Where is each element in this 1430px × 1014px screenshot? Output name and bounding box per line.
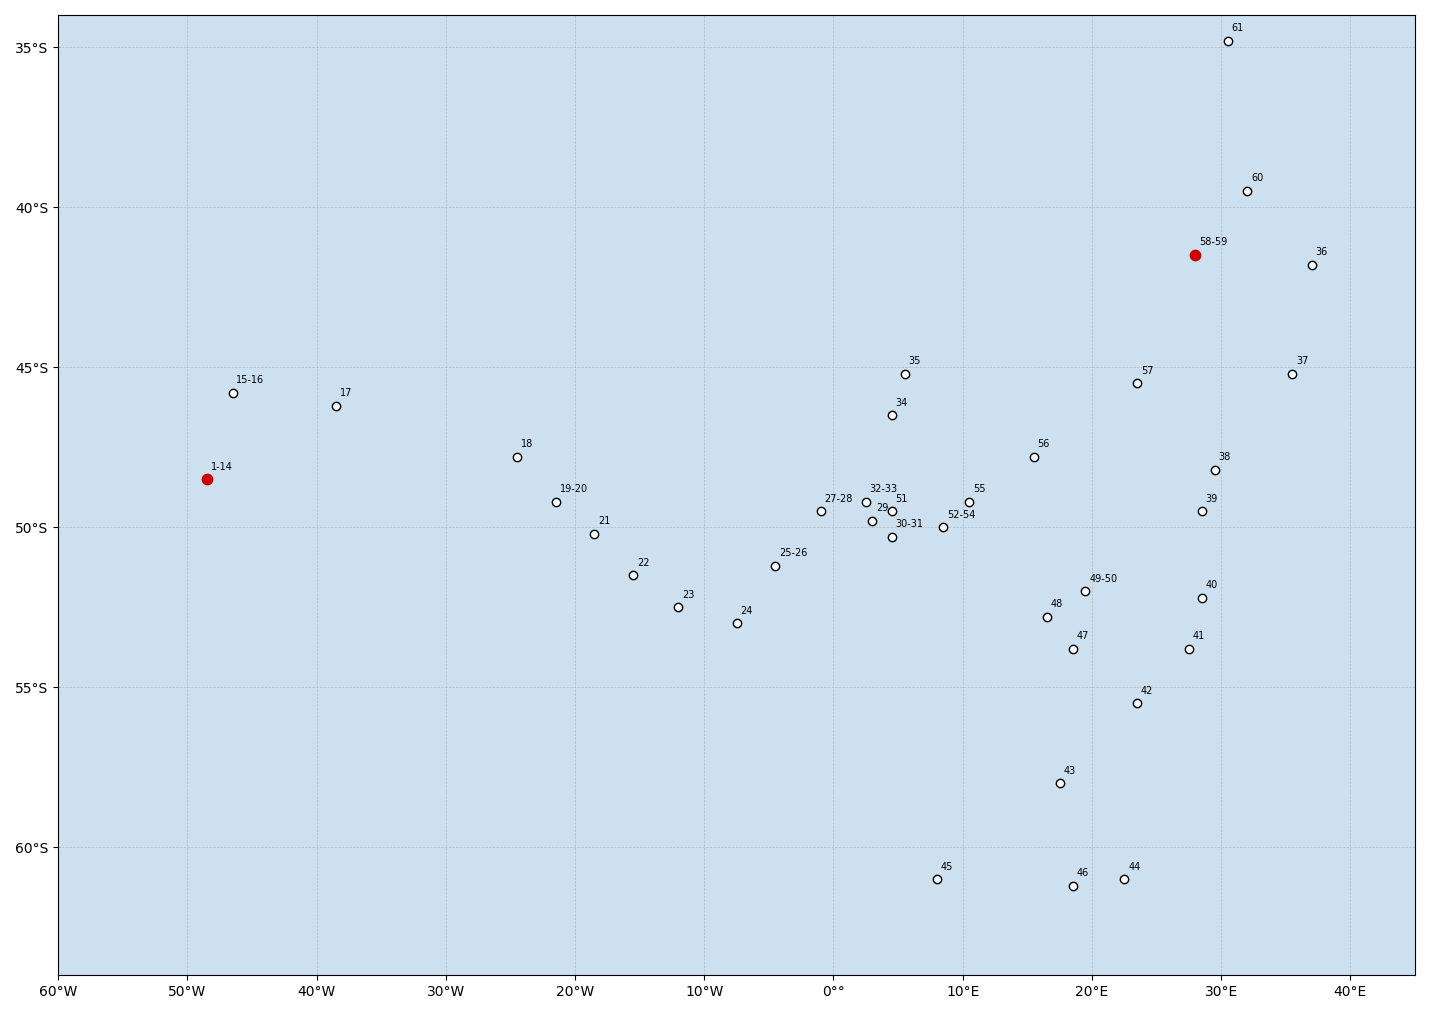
Text: 37: 37 (1296, 356, 1308, 366)
Text: 36: 36 (1316, 247, 1327, 258)
Text: 24: 24 (741, 605, 752, 615)
Text: 29: 29 (877, 503, 888, 513)
Text: 40: 40 (1205, 580, 1218, 590)
Text: 18: 18 (521, 439, 533, 449)
Text: 15-16: 15-16 (236, 375, 265, 385)
Text: 17: 17 (340, 388, 352, 397)
Text: 21: 21 (598, 516, 611, 526)
Text: 19-20: 19-20 (559, 484, 588, 494)
Text: 1-14: 1-14 (210, 461, 233, 472)
Text: 57: 57 (1141, 365, 1154, 375)
Text: 43: 43 (1064, 766, 1075, 776)
Text: 46: 46 (1077, 868, 1088, 878)
Text: 51: 51 (895, 494, 908, 504)
Text: 23: 23 (682, 589, 695, 599)
Text: 39: 39 (1205, 494, 1218, 504)
Text: 32-33: 32-33 (869, 484, 898, 494)
Text: 34: 34 (895, 397, 908, 408)
Text: 52-54: 52-54 (947, 510, 975, 519)
Text: 30-31: 30-31 (895, 519, 924, 529)
Text: 44: 44 (1128, 862, 1140, 872)
Text: 25-26: 25-26 (779, 548, 808, 558)
Text: 22: 22 (636, 558, 649, 568)
Text: 27-28: 27-28 (825, 494, 852, 504)
Text: 49-50: 49-50 (1090, 574, 1117, 584)
Text: 60: 60 (1251, 173, 1263, 184)
Text: 42: 42 (1141, 685, 1154, 696)
Text: 47: 47 (1077, 631, 1088, 641)
Text: 56: 56 (1038, 439, 1050, 449)
Text: 61: 61 (1231, 23, 1244, 33)
Text: 38: 38 (1218, 452, 1231, 462)
Text: 48: 48 (1051, 599, 1062, 609)
Text: 58-59: 58-59 (1200, 237, 1227, 247)
Text: 55: 55 (972, 484, 985, 494)
Text: 35: 35 (908, 356, 921, 366)
Text: 45: 45 (941, 862, 954, 872)
Text: 41: 41 (1193, 631, 1205, 641)
